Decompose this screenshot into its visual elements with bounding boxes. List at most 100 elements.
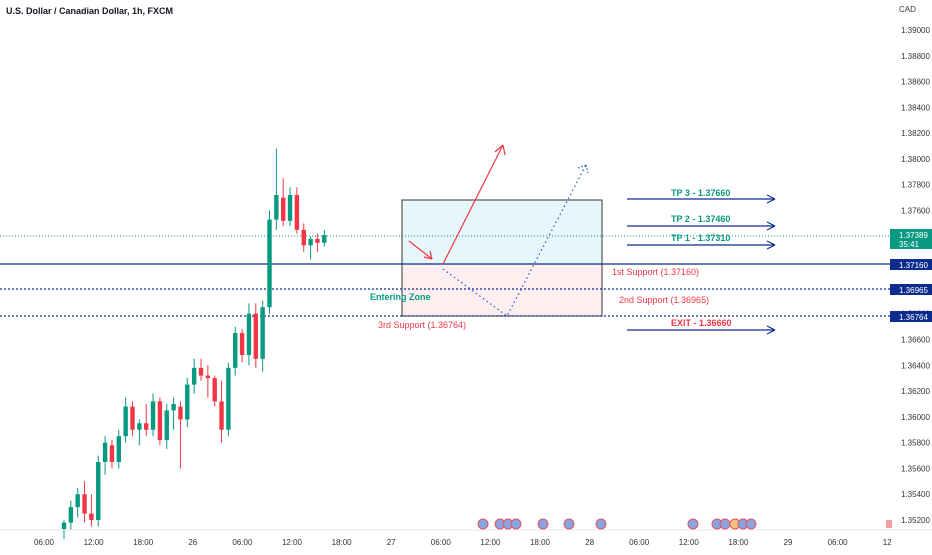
candle-body[interactable] bbox=[89, 513, 94, 520]
price-tick-label: 1.38800 bbox=[901, 52, 930, 61]
candle-body[interactable] bbox=[171, 403, 176, 411]
price-tick-label: 1.35600 bbox=[901, 464, 930, 473]
candle-body[interactable] bbox=[322, 235, 327, 243]
stop-zone bbox=[402, 264, 602, 316]
candle-body[interactable] bbox=[315, 238, 320, 243]
candle-body[interactable] bbox=[308, 238, 313, 246]
event-flag-icon[interactable] bbox=[563, 518, 575, 530]
candle-body[interactable] bbox=[68, 507, 74, 523]
time-tick-label: 12:00 bbox=[480, 538, 501, 547]
tp2-label: TP 2 - 1.37460 bbox=[671, 214, 730, 224]
red-arrow-entry bbox=[408, 240, 433, 260]
candle-body[interactable] bbox=[137, 423, 142, 430]
last-price-countdown: 35:41 bbox=[899, 240, 920, 249]
candle-body[interactable] bbox=[191, 367, 197, 385]
candle-body[interactable] bbox=[157, 401, 163, 441]
price-tick-label: 1.35400 bbox=[901, 490, 930, 499]
candle-body[interactable] bbox=[205, 375, 211, 379]
candle-body[interactable] bbox=[226, 367, 231, 430]
price-tick-label: 1.36600 bbox=[901, 335, 930, 344]
candle-body[interactable] bbox=[267, 219, 272, 308]
tp2-arrow-head bbox=[766, 221, 776, 231]
support-1-tag-bg bbox=[890, 259, 932, 270]
candle-body[interactable] bbox=[185, 384, 190, 420]
candle-body[interactable] bbox=[246, 313, 252, 355]
candle-body[interactable] bbox=[109, 445, 115, 462]
event-flag-icon[interactable] bbox=[595, 518, 607, 530]
candle-body[interactable] bbox=[178, 406, 183, 420]
support-2-label: 2nd Support (1.36965) bbox=[619, 295, 709, 305]
red-arrow-up bbox=[442, 144, 504, 265]
event-flag-icon[interactable] bbox=[510, 518, 522, 530]
red-arrow-up-head bbox=[494, 144, 506, 156]
support-1-tag: 1.37160 bbox=[890, 259, 932, 270]
price-tick-label: 1.38000 bbox=[901, 155, 930, 164]
candle-body[interactable] bbox=[116, 436, 121, 462]
event-flag-icon[interactable] bbox=[745, 518, 757, 530]
candle-body[interactable] bbox=[301, 229, 306, 246]
candle-body[interactable] bbox=[281, 197, 286, 221]
tp3-label: TP 3 - 1.37660 bbox=[671, 188, 730, 198]
support-1-label: 1st Support (1.37160) bbox=[612, 267, 699, 277]
candle-body[interactable] bbox=[287, 195, 293, 221]
last-price-tag: 1.37389 35:41 bbox=[890, 229, 932, 249]
event-markers[interactable] bbox=[477, 518, 892, 530]
candle-body[interactable] bbox=[294, 195, 300, 230]
candle-body[interactable] bbox=[150, 401, 156, 430]
support-3-tag-bg bbox=[890, 311, 932, 322]
event-flag-icon[interactable] bbox=[719, 518, 731, 530]
price-tick-label: 1.37600 bbox=[901, 207, 930, 216]
candle-body[interactable] bbox=[164, 410, 169, 441]
candle-body[interactable] bbox=[130, 406, 135, 430]
candle-body[interactable] bbox=[260, 307, 265, 359]
tp3-arrow-head bbox=[766, 194, 776, 204]
take-profit-zone bbox=[402, 200, 602, 264]
price-tick-label: 1.37800 bbox=[901, 181, 930, 190]
time-tick-label: 26 bbox=[188, 538, 197, 547]
candle-body[interactable] bbox=[123, 406, 128, 437]
support-3-tag: 1.36764 bbox=[890, 311, 932, 322]
candle-body[interactable] bbox=[198, 367, 204, 376]
time-tick-label: 27 bbox=[387, 538, 396, 547]
event-flag-icon[interactable] bbox=[886, 520, 892, 528]
time-tick-label: 29 bbox=[784, 538, 793, 547]
event-flag-icon[interactable] bbox=[537, 518, 549, 530]
time-tick-label: 12:00 bbox=[282, 538, 303, 547]
candle-body[interactable] bbox=[75, 494, 80, 508]
candle-body[interactable] bbox=[233, 333, 238, 368]
time-tick-label: 12 bbox=[883, 538, 892, 547]
price-tick-label: 1.35800 bbox=[901, 439, 930, 448]
candle-body[interactable] bbox=[212, 378, 217, 402]
price-tick-label: 1.36200 bbox=[901, 387, 930, 396]
candle-body[interactable] bbox=[274, 195, 279, 220]
time-tick-label: 06:00 bbox=[431, 538, 452, 547]
candle-body[interactable] bbox=[96, 461, 101, 520]
time-tick-label: 18:00 bbox=[133, 538, 154, 547]
candle-body[interactable] bbox=[61, 522, 67, 530]
tp1-arrow-head bbox=[766, 240, 776, 250]
candle-body[interactable] bbox=[219, 401, 224, 430]
time-tick-label: 06:00 bbox=[629, 538, 650, 547]
time-axis[interactable]: 06:00 12:00 18:00 26 06:00 12:00 18:00 27 06:00 1… bbox=[0, 529, 932, 547]
time-tick-label: 06:00 bbox=[34, 538, 55, 547]
time-ticks: 06:00 12:00 18:00 26 06:00 12:00 18:00 27 06:00 1… bbox=[34, 538, 892, 547]
support-2-tag-bg bbox=[890, 284, 932, 295]
time-tick-label: 18:00 bbox=[332, 538, 353, 547]
event-flag-icon[interactable] bbox=[477, 518, 489, 530]
tp1-label: TP 1 - 1.37310 bbox=[671, 233, 730, 243]
price-tick-label: 1.38600 bbox=[901, 78, 930, 87]
time-tick-label: 28 bbox=[585, 538, 594, 547]
event-flag-icon[interactable] bbox=[687, 518, 699, 530]
candle-body[interactable] bbox=[253, 313, 258, 359]
candle-body[interactable] bbox=[144, 423, 149, 430]
candle-body[interactable] bbox=[102, 442, 108, 462]
candle-body[interactable] bbox=[239, 333, 245, 355]
support-3-tag-text: 1.36764 bbox=[899, 313, 928, 322]
time-tick-label: 12:00 bbox=[84, 538, 105, 547]
candle-body[interactable] bbox=[82, 494, 87, 514]
price-tick-label: 1.38400 bbox=[901, 103, 930, 112]
price-tick-label: 1.39000 bbox=[901, 26, 930, 35]
time-tick-label: 06:00 bbox=[232, 538, 253, 547]
